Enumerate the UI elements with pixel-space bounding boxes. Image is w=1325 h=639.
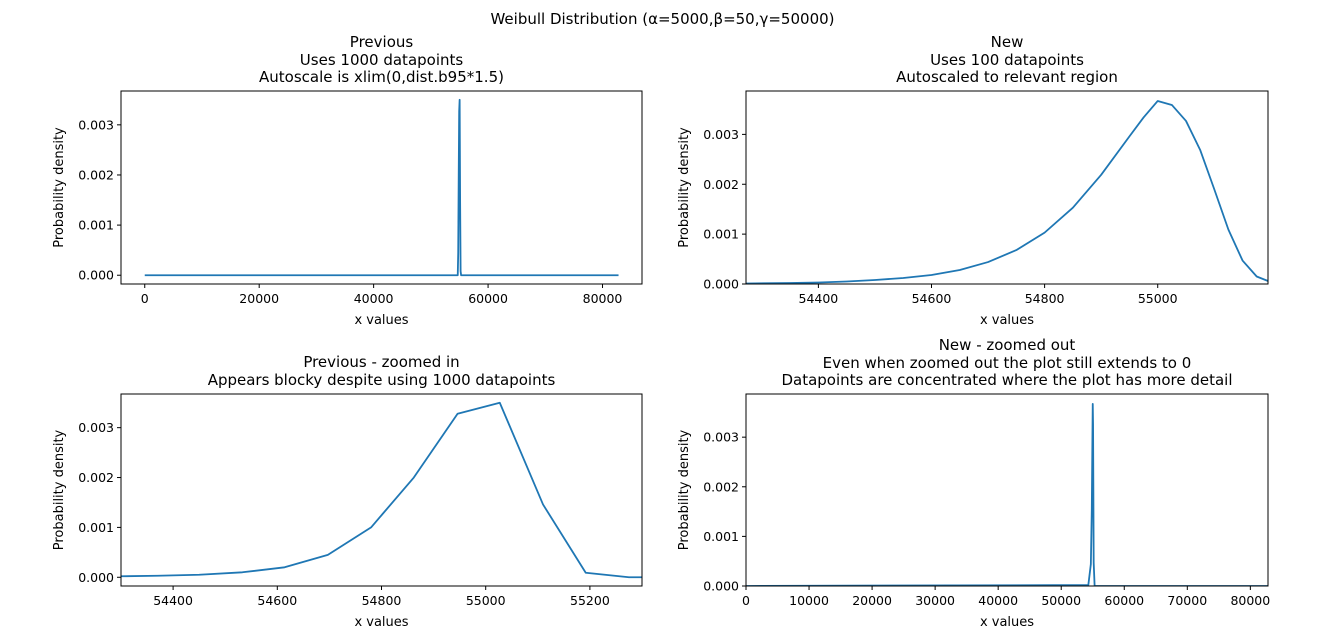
subplot-2: 54400 54600 54800 55000 0.000 0.001 0.002 0.003… bbox=[677, 90, 1269, 328]
subplot-4-xtick-label-1: 0 bbox=[742, 593, 750, 608]
subplot-1-xtick-label-1: 0 bbox=[141, 291, 149, 306]
subplot-4-series-1-line bbox=[746, 403, 1268, 586]
subplot-4-xtick-label-6: 50000 bbox=[1041, 593, 1081, 608]
subplot-1-title-line-3: Autoscale is xlim(0,dist.b95*1.5) bbox=[259, 68, 504, 86]
subplot-4-xtick-label-8: 70000 bbox=[1167, 593, 1207, 608]
subplot-4-ylabel: Probability density bbox=[677, 429, 692, 550]
subplot-2-ytick-label-3: 0.002 bbox=[703, 177, 739, 192]
subplot-1-ylabel: Probability density bbox=[52, 127, 67, 248]
subplot-4-title: New - zoomed out Even when zoomed out th… bbox=[746, 336, 1268, 390]
subplot-2-ytick-label-2: 0.001 bbox=[703, 227, 739, 242]
subplot-1-xtick-label-3: 40000 bbox=[354, 291, 394, 306]
subplot-4-title-line-3: Datapoints are concentrated where the pl… bbox=[781, 371, 1233, 389]
subplot-3-xlabel: x values bbox=[354, 615, 408, 630]
subplot-4-ytick-label-3: 0.002 bbox=[703, 479, 739, 494]
subplot-4-xtick-label-7: 60000 bbox=[1104, 593, 1144, 608]
subplot-1-xtick-label-4: 60000 bbox=[468, 291, 508, 306]
subplot-1-ytick-label-3: 0.002 bbox=[78, 167, 114, 182]
subplot-2-ylabel: Probability density bbox=[677, 127, 692, 248]
subplot-1-frame bbox=[120, 90, 643, 285]
subplot-3-ytick-label-2: 0.001 bbox=[78, 520, 114, 535]
subplot-4-xlabel: x values bbox=[980, 615, 1034, 630]
subplot-2-title-line-2: Uses 100 datapoints bbox=[930, 50, 1084, 69]
subplot-2-xtick-label-4: 55000 bbox=[1138, 291, 1178, 306]
subplot-4-xtick-label-3: 20000 bbox=[852, 593, 892, 608]
subplot-2-plot-area bbox=[746, 91, 1268, 284]
subplot-1-ytick-label-2: 0.001 bbox=[78, 218, 114, 233]
subplot-1: 0 20000 40000 60000 80000 0.000 0.001 0.002 0.00… bbox=[52, 90, 643, 328]
subplot-3-series-1-line bbox=[121, 401, 642, 579]
subplot-3-ytick-label-1: 0.000 bbox=[78, 570, 114, 585]
subplot-4-xtick-label-4: 30000 bbox=[915, 593, 955, 608]
subplot-2-xtick-label-1: 54400 bbox=[799, 291, 839, 306]
subplot-3-title-line-2: Appears blocky despite using 1000 datapo… bbox=[207, 370, 556, 389]
subplot-2-xtick-label-3: 54800 bbox=[1025, 291, 1065, 306]
subplot-1-title: Previous Uses 1000 datapoints Autoscale … bbox=[121, 33, 642, 87]
subplot-3-plot-area bbox=[121, 394, 642, 586]
subplot-1-plot-area bbox=[121, 91, 642, 284]
subplot-1-title-line-1: Previous bbox=[349, 33, 414, 51]
subplot-2-ytick-label-4: 0.003 bbox=[703, 127, 739, 142]
subplot-4-xtick-label-9: 80000 bbox=[1230, 593, 1270, 608]
subplot-4-ytick-label-4: 0.003 bbox=[703, 430, 739, 445]
subplot-1-xtick-label-2: 20000 bbox=[239, 291, 279, 306]
subplot-2-title-line-3: Autoscaled to relevant region bbox=[896, 68, 1118, 86]
subplot-3-frame bbox=[120, 393, 643, 587]
subplot-3: 54400 54600 54800 55000 55200 0.000 0.001 0.002… bbox=[52, 393, 643, 630]
subplot-4-ytick-label-1: 0.000 bbox=[703, 579, 739, 594]
subplot-3-ylabel: Probability density bbox=[52, 429, 67, 550]
subplot-3-title: Previous - zoomed in Appears blocky desp… bbox=[121, 353, 642, 389]
figure-suptitle: Weibull Distribution (α=5000,β=50,γ=5000… bbox=[490, 10, 835, 28]
subplot-1-ytick-label-4: 0.003 bbox=[78, 117, 114, 132]
subplot-2-ytick-label-1: 0.000 bbox=[703, 277, 739, 292]
subplot-1-xtick-label-5: 80000 bbox=[583, 291, 623, 306]
subplot-2-title-line-1: New bbox=[990, 33, 1024, 51]
subplot-1-xlabel: x values bbox=[354, 313, 408, 328]
subplot-2-series-1-line bbox=[746, 100, 1268, 284]
subplot-4-plot-area bbox=[746, 394, 1268, 586]
subplot-4-xtick-label-5: 40000 bbox=[978, 593, 1018, 608]
subplot-1-series-1-line bbox=[144, 98, 619, 277]
subplot-1-title-line-2: Uses 1000 datapoints bbox=[299, 50, 464, 69]
subplot-2-title: New Uses 100 datapoints Autoscaled to re… bbox=[746, 33, 1268, 87]
subplot-2-xlabel: x values bbox=[980, 313, 1034, 328]
subplot-1-ytick-label-1: 0.000 bbox=[78, 268, 114, 283]
subplot-2-xtick-label-2: 54600 bbox=[912, 291, 952, 306]
subplot-3-xtick-label-2: 54600 bbox=[257, 593, 297, 608]
subplot-3-xtick-label-4: 55000 bbox=[466, 593, 506, 608]
subplot-2-frame bbox=[745, 90, 1269, 285]
subplot-3-xtick-label-5: 55200 bbox=[570, 593, 610, 608]
subplot-4-xtick-label-2: 10000 bbox=[789, 593, 829, 608]
subplot-3-title-line-1: Previous - zoomed in bbox=[303, 353, 460, 371]
subplot-4-ytick-label-2: 0.001 bbox=[703, 529, 739, 544]
subplot-3-ytick-label-3: 0.002 bbox=[78, 470, 114, 485]
subplot-4-frame bbox=[745, 393, 1269, 587]
subplot-3-ytick-label-4: 0.003 bbox=[78, 420, 114, 435]
subplot-4: 0 10000 20000 30000 40000 50000 60000 70000 8000… bbox=[677, 393, 1270, 630]
subplot-3-xtick-label-3: 54800 bbox=[362, 593, 402, 608]
subplot-4-title-line-1: New - zoomed out bbox=[938, 336, 1076, 354]
subplot-4-title-line-2: Even when zoomed out the plot still exte… bbox=[822, 353, 1192, 372]
subplot-3-xtick-label-1: 54400 bbox=[153, 593, 193, 608]
